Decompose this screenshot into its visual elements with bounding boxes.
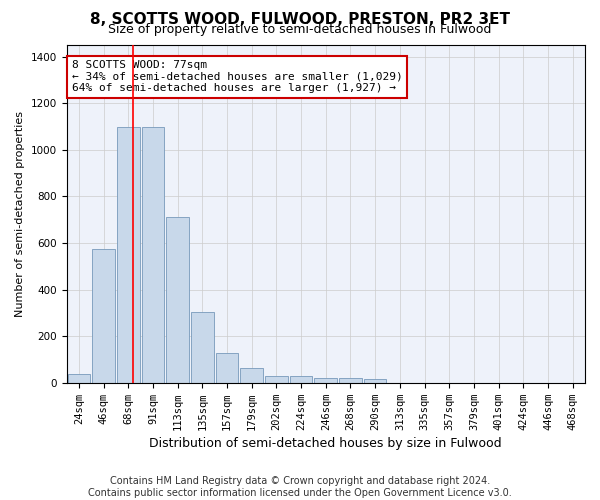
Bar [265,376,288,383]
Text: 8 SCOTTS WOOD: 77sqm
← 34% of semi-detached houses are smaller (1,029)
64% of se: 8 SCOTTS WOOD: 77sqm ← 34% of semi-detac… [72,60,403,94]
Y-axis label: Number of semi-detached properties: Number of semi-detached properties [15,111,25,317]
Bar [117,126,140,383]
Bar [166,218,189,383]
Bar [339,378,362,383]
Bar [290,376,313,383]
Text: Contains HM Land Registry data © Crown copyright and database right 2024.
Contai: Contains HM Land Registry data © Crown c… [88,476,512,498]
X-axis label: Distribution of semi-detached houses by size in Fulwood: Distribution of semi-detached houses by … [149,437,502,450]
Bar [215,352,238,383]
Bar [92,249,115,383]
Text: Size of property relative to semi-detached houses in Fulwood: Size of property relative to semi-detach… [109,22,491,36]
Bar [191,312,214,383]
Bar [314,378,337,383]
Bar [142,126,164,383]
Text: 8, SCOTTS WOOD, FULWOOD, PRESTON, PR2 3ET: 8, SCOTTS WOOD, FULWOOD, PRESTON, PR2 3E… [90,12,510,28]
Bar [364,380,386,383]
Bar [241,368,263,383]
Bar [68,374,90,383]
